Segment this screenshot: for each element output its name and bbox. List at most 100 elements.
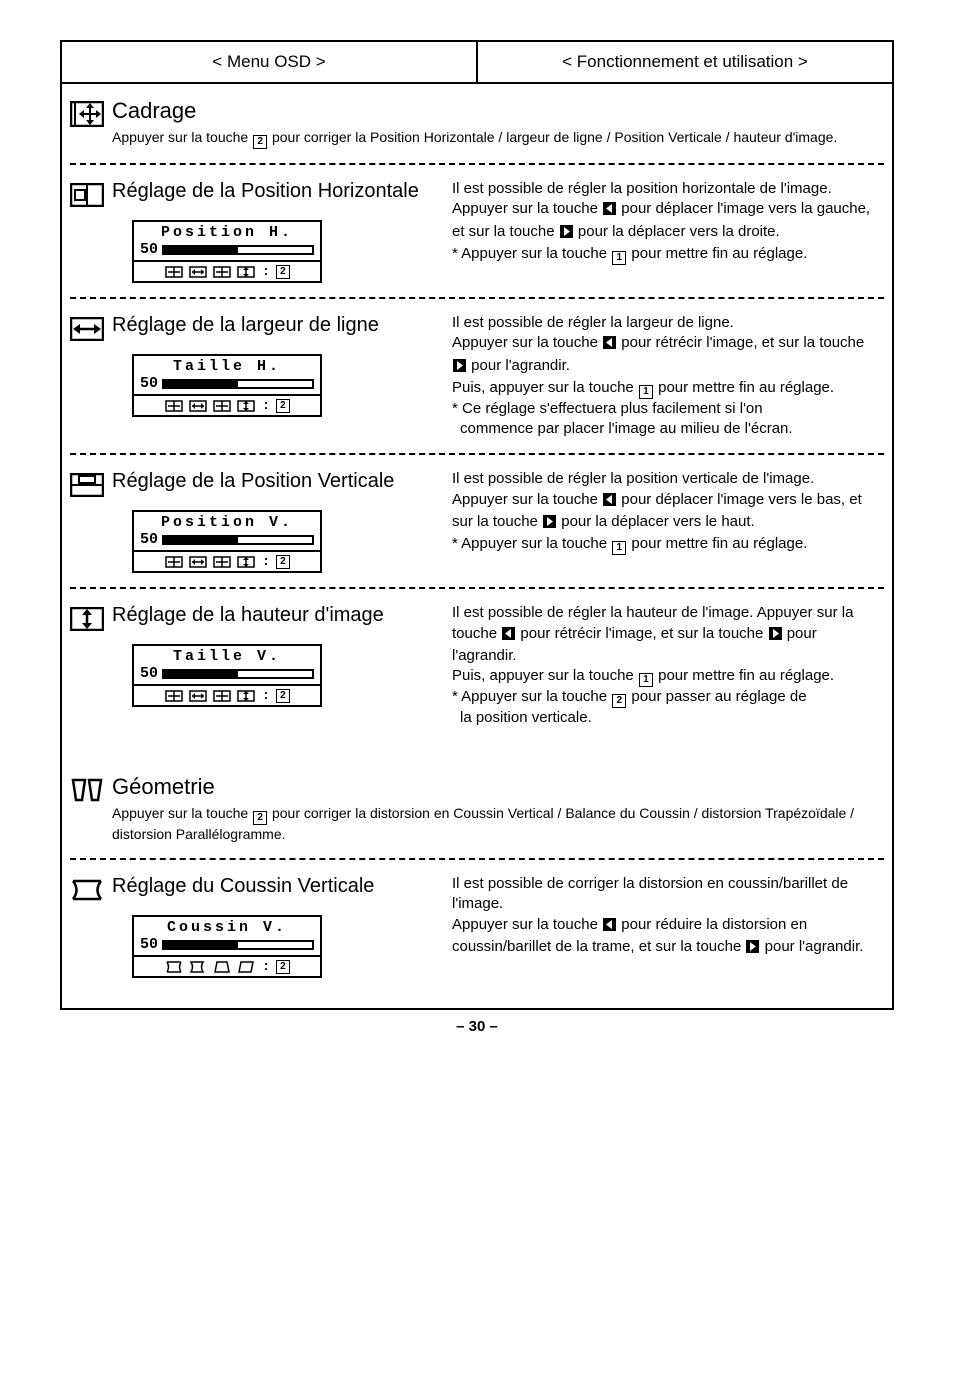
left-arrow-icon — [603, 917, 616, 937]
vpos-desc-line1: Il est possible de régler la position ve… — [452, 469, 880, 489]
mini-hpos-icon — [164, 689, 184, 703]
vpos-title: Réglage de la Position Verticale — [112, 469, 432, 494]
header-row: < Menu OSD > < Fonctionnement et utilisa… — [62, 42, 892, 84]
vpos-osd-value: 50 — [140, 531, 158, 548]
vheight-title: Réglage de la hauteur d'image — [112, 603, 432, 628]
cadrage-title: Cadrage — [112, 98, 880, 124]
vpos-icon — [70, 471, 104, 499]
key-1-icon: 1 — [639, 385, 653, 399]
hwidth-title: Réglage de la largeur de ligne — [112, 313, 432, 338]
hpos-osd-label: Position H. — [134, 222, 320, 241]
mini-vheight-icon — [236, 555, 256, 569]
vheight-osd-iconrow: : 2 — [134, 684, 320, 705]
hwidth-desc: Il est possible de régler la largeur de … — [452, 313, 880, 439]
mini-hpos-icon — [164, 555, 184, 569]
section-vpos: Réglage de la Position Verticale Positio… — [62, 455, 892, 587]
mini-hwidth-icon — [188, 555, 208, 569]
coussin-osd: Coussin V. 50 : 2 — [132, 915, 322, 978]
left-arrow-icon — [502, 626, 515, 646]
coussin-osd-label: Coussin V. — [134, 917, 320, 936]
hwidth-osd: Taille H. 50 : 2 — [132, 354, 322, 417]
hwidth-desc-line1: Il est possible de régler la largeur de … — [452, 313, 880, 333]
mini-vheight-icon — [236, 265, 256, 279]
mini-trapezoid-icon — [212, 960, 232, 974]
left-arrow-icon — [603, 201, 616, 221]
mini-hwidth-icon — [188, 265, 208, 279]
page-frame: < Menu OSD > < Fonctionnement et utilisa… — [60, 40, 894, 1010]
right-arrow-icon — [453, 358, 466, 378]
hwidth-desc-line4: * Ce réglage s'effectuera plus facilemen… — [452, 399, 880, 419]
section-hwidth: Réglage de la largeur de ligne Taille H.… — [62, 299, 892, 453]
header-fonctionnement: < Fonctionnement et utilisation > — [478, 42, 892, 84]
vheight-desc-line3: * Appuyer sur la touche 2 pour passer au… — [452, 687, 880, 708]
mini-vpos-icon — [212, 555, 232, 569]
hpos-osd: Position H. 50 : 2 — [132, 220, 322, 283]
section-hpos: Réglage de la Position Horizontale Posit… — [62, 165, 892, 297]
hwidth-osd-label: Taille H. — [134, 356, 320, 375]
hwidth-desc-line3: Puis, appuyer sur la touche 1 pour mettr… — [452, 378, 880, 399]
geometrie-desc: Appuyer sur la touche 2 pour corriger la… — [112, 804, 880, 844]
coussin-fill — [164, 942, 238, 948]
right-arrow-icon — [746, 939, 759, 959]
mini-hwidth-icon — [188, 399, 208, 413]
hpos-desc-line2: Appuyer sur la touche pour déplacer l'im… — [452, 199, 880, 244]
vpos-fill — [164, 537, 238, 543]
right-arrow-icon — [560, 224, 573, 244]
coussin-icon — [70, 876, 104, 904]
mini-hpos-icon — [164, 265, 184, 279]
osd-num-2: 2 — [276, 399, 290, 413]
vheight-osd: Taille V. 50 : 2 — [132, 644, 322, 707]
hpos-title: Réglage de la Position Horizontale — [112, 179, 432, 204]
key-1-icon: 1 — [639, 673, 653, 687]
vheight-desc-line2: Puis, appuyer sur la touche 1 pour mettr… — [452, 666, 880, 687]
key-1-icon: 1 — [612, 251, 626, 265]
osd-num-2: 2 — [276, 555, 290, 569]
mini-pinbalance-icon — [188, 960, 208, 974]
hwidth-icon — [70, 315, 104, 343]
hwidth-desc-line4b: commence par placer l'image au milieu de… — [452, 419, 880, 439]
mini-vheight-icon — [236, 399, 256, 413]
mini-vpos-icon — [212, 265, 232, 279]
vheight-osd-value: 50 — [140, 665, 158, 682]
mini-vheight-icon — [236, 689, 256, 703]
osd-num-2: 2 — [276, 265, 290, 279]
mini-vpos-icon — [212, 399, 232, 413]
cadrage-desc: Appuyer sur la touche 2 pour corriger la… — [112, 128, 880, 149]
hpos-osd-value: 50 — [140, 241, 158, 258]
hwidth-fill — [164, 381, 238, 387]
section-cadrage: Cadrage Appuyer sur la touche 2 pour cor… — [62, 84, 892, 163]
mini-pincushion-icon — [164, 960, 184, 974]
coussin-osd-iconrow: : 2 — [134, 955, 320, 976]
geometrie-title: Géometrie — [112, 774, 880, 800]
section-vheight: Réglage de la hauteur d'image Taille V. … — [62, 589, 892, 742]
hpos-fill — [164, 247, 238, 253]
hwidth-osd-iconrow: : 2 — [134, 394, 320, 415]
hpos-desc-line1: Il est possible de régler la position ho… — [452, 179, 880, 199]
key-2-icon: 2 — [612, 694, 626, 708]
page-number: – 30 – — [60, 1010, 894, 1043]
vheight-desc: Il est possible de régler la hauteur de … — [452, 603, 880, 728]
coussin-desc: Il est possible de corriger la distorsio… — [452, 874, 880, 978]
cadrage-icon — [70, 100, 104, 128]
coussin-osd-value: 50 — [140, 936, 158, 953]
right-arrow-icon — [769, 626, 782, 646]
vpos-desc: Il est possible de régler la position ve… — [452, 469, 880, 573]
geometrie-icon — [70, 776, 104, 804]
key-2-icon: 2 — [253, 135, 267, 149]
hpos-icon — [70, 181, 104, 209]
left-arrow-icon — [603, 335, 616, 355]
mini-hwidth-icon — [188, 689, 208, 703]
coussin-title: Réglage du Coussin Verticale — [112, 874, 432, 899]
hpos-desc-line3: * Appuyer sur la touche 1 pour mettre fi… — [452, 244, 880, 265]
mini-hpos-icon — [164, 399, 184, 413]
coussin-desc-line1: Il est possible de corriger la distorsio… — [452, 874, 880, 915]
vpos-desc-line3: * Appuyer sur la touche 1 pour mettre fi… — [452, 534, 880, 555]
vpos-desc-line2: Appuyer sur la touche pour déplacer l'im… — [452, 490, 880, 535]
section-coussin: Réglage du Coussin Verticale Coussin V. … — [62, 860, 892, 1008]
osd-num-2: 2 — [276, 689, 290, 703]
vheight-osd-label: Taille V. — [134, 646, 320, 665]
mini-parallelogram-icon — [236, 960, 256, 974]
vheight-icon — [70, 605, 104, 633]
vpos-osd: Position V. 50 : 2 — [132, 510, 322, 573]
vheight-desc-line1: Il est possible de régler la hauteur de … — [452, 603, 880, 666]
